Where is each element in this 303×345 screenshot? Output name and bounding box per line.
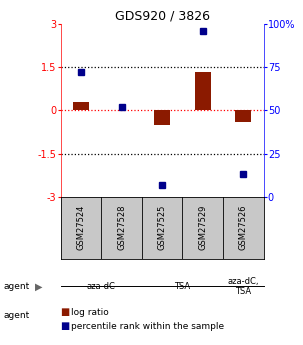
Text: agent: agent <box>3 311 29 320</box>
Text: aza-dC,
TSA: aza-dC, TSA <box>228 277 259 296</box>
Bar <box>154 110 170 125</box>
Text: percentile rank within the sample: percentile rank within the sample <box>71 322 224 331</box>
Text: GSM27524: GSM27524 <box>76 205 85 250</box>
Text: ▶: ▶ <box>35 282 42 291</box>
Text: agent: agent <box>3 282 29 291</box>
Text: GSM27526: GSM27526 <box>239 205 248 250</box>
Text: GSM27528: GSM27528 <box>117 205 126 250</box>
Bar <box>195 72 211 110</box>
Text: TSA: TSA <box>174 282 191 291</box>
Text: GSM27525: GSM27525 <box>158 205 167 250</box>
Text: log ratio: log ratio <box>71 308 109 317</box>
Bar <box>73 102 89 110</box>
Bar <box>235 110 251 122</box>
Text: ■: ■ <box>61 307 70 317</box>
Text: aza-dC: aza-dC <box>87 282 116 291</box>
Title: GDS920 / 3826: GDS920 / 3826 <box>115 10 210 23</box>
Text: ■: ■ <box>61 321 70 331</box>
Text: GSM27529: GSM27529 <box>198 205 207 250</box>
